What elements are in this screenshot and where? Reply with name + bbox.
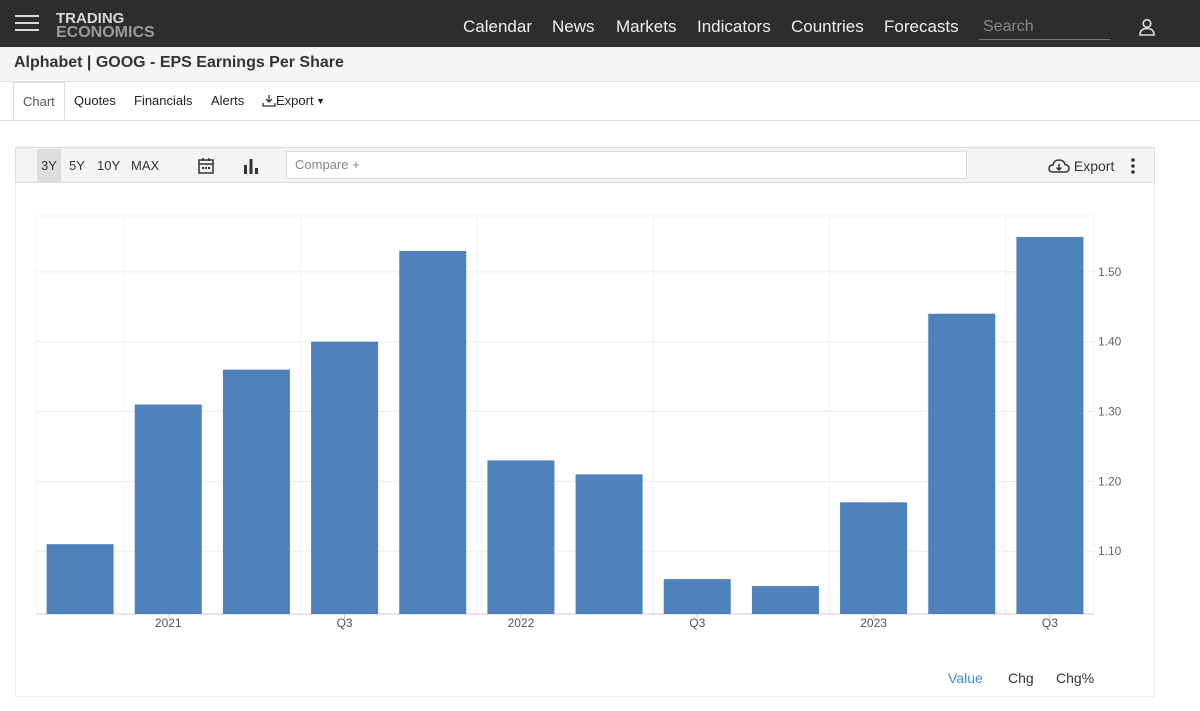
y-tick-label: 1.10 [1098, 544, 1122, 558]
range-max[interactable]: MAX [131, 158, 160, 173]
hamburger-icon[interactable] [15, 15, 39, 33]
more-icon[interactable] [1130, 157, 1136, 175]
page-title: Alphabet | GOOG - EPS Earnings Per Share [14, 54, 344, 71]
logo[interactable]: TRADING ECONOMICS [56, 10, 155, 41]
caret-down-icon: ▼ [313, 96, 325, 106]
bar [663, 579, 731, 614]
bar [751, 586, 819, 614]
x-tick-label: 2022 [508, 616, 535, 630]
bar [928, 313, 996, 614]
x-tick-label: Q3 [1042, 616, 1058, 630]
chart-bars [46, 236, 1084, 614]
tab-export-label: Export [276, 93, 314, 108]
toggle-chg-pct[interactable]: Chg% [1056, 670, 1095, 686]
download-icon [262, 95, 276, 107]
y-tick-label: 1.40 [1098, 335, 1122, 349]
bar [575, 474, 643, 614]
toolbar-export-button[interactable]: Export [1048, 158, 1114, 174]
tab-alerts[interactable]: Alerts [211, 93, 245, 108]
x-tick-label: 2023 [860, 616, 887, 630]
range-5y[interactable]: 5Y [69, 158, 85, 173]
bar [134, 404, 202, 614]
y-tick-label: 1.50 [1098, 265, 1122, 279]
nav-calendar[interactable]: Calendar [463, 17, 532, 36]
top-navbar: TRADING ECONOMICS Calendar News Markets … [0, 0, 1200, 47]
y-axis-labels: 1.10 1.20 1.30 1.40 1.50 [1098, 265, 1122, 558]
bar [311, 341, 379, 614]
range-10y[interactable]: 10Y [97, 158, 121, 173]
calendar-icon[interactable] [197, 157, 215, 175]
chart-grid [35, 215, 1095, 615]
range-3y[interactable]: 3Y [37, 149, 61, 182]
nav-indicators[interactable]: Indicators [697, 17, 771, 36]
title-bar: Alphabet | GOOG - EPS Earnings Per Share [0, 47, 1200, 82]
chart-container [15, 183, 1155, 697]
x-tick-label: Q3 [689, 616, 705, 630]
toolbar-export-label: Export [1073, 158, 1115, 174]
tab-chart[interactable]: Chart [13, 82, 65, 120]
bar [840, 502, 908, 614]
user-icon[interactable] [1138, 18, 1156, 36]
tab-export[interactable]: Export ▼ [262, 93, 325, 108]
search-input[interactable]: Search [979, 13, 1110, 40]
logo-line1: TRADING [56, 10, 125, 27]
tab-financials[interactable]: Financials [134, 93, 193, 108]
tab-quotes[interactable]: Quotes [74, 93, 116, 108]
compare-input[interactable]: Compare + [286, 151, 967, 179]
nav-news[interactable]: News [552, 17, 595, 36]
bar [222, 369, 290, 614]
logo-line2: ECONOMICS [56, 24, 155, 41]
chart-toolbar: 3Y 5Y 10Y MAX Compare + Export [15, 147, 1155, 183]
bar [46, 544, 114, 614]
x-tick-label: 2021 [155, 616, 182, 630]
toggle-chg[interactable]: Chg [1008, 670, 1034, 686]
tab-bar: Chart Quotes Financials Alerts Export ▼ [0, 82, 1200, 121]
x-tick-label: Q3 [337, 616, 353, 630]
toggle-value[interactable]: Value [948, 670, 983, 686]
bar [1016, 236, 1084, 614]
x-axis-labels: 2021 Q3 2022 Q3 2023 Q3 [155, 614, 1058, 630]
nav-markets[interactable]: Markets [616, 17, 677, 36]
bar [487, 460, 555, 614]
bar-chart-icon[interactable] [242, 157, 260, 175]
y-tick-label: 1.30 [1098, 405, 1122, 419]
nav-countries[interactable]: Countries [791, 17, 864, 36]
cloud-download-icon [1048, 159, 1070, 173]
bar [399, 250, 467, 614]
y-tick-label: 1.20 [1098, 474, 1122, 488]
nav-forecasts[interactable]: Forecasts [884, 17, 959, 36]
eps-bar-chart: 2021 Q3 2022 Q3 2023 Q3 1.10 1.20 1.30 1.40 1.50 [35, 215, 1122, 630]
